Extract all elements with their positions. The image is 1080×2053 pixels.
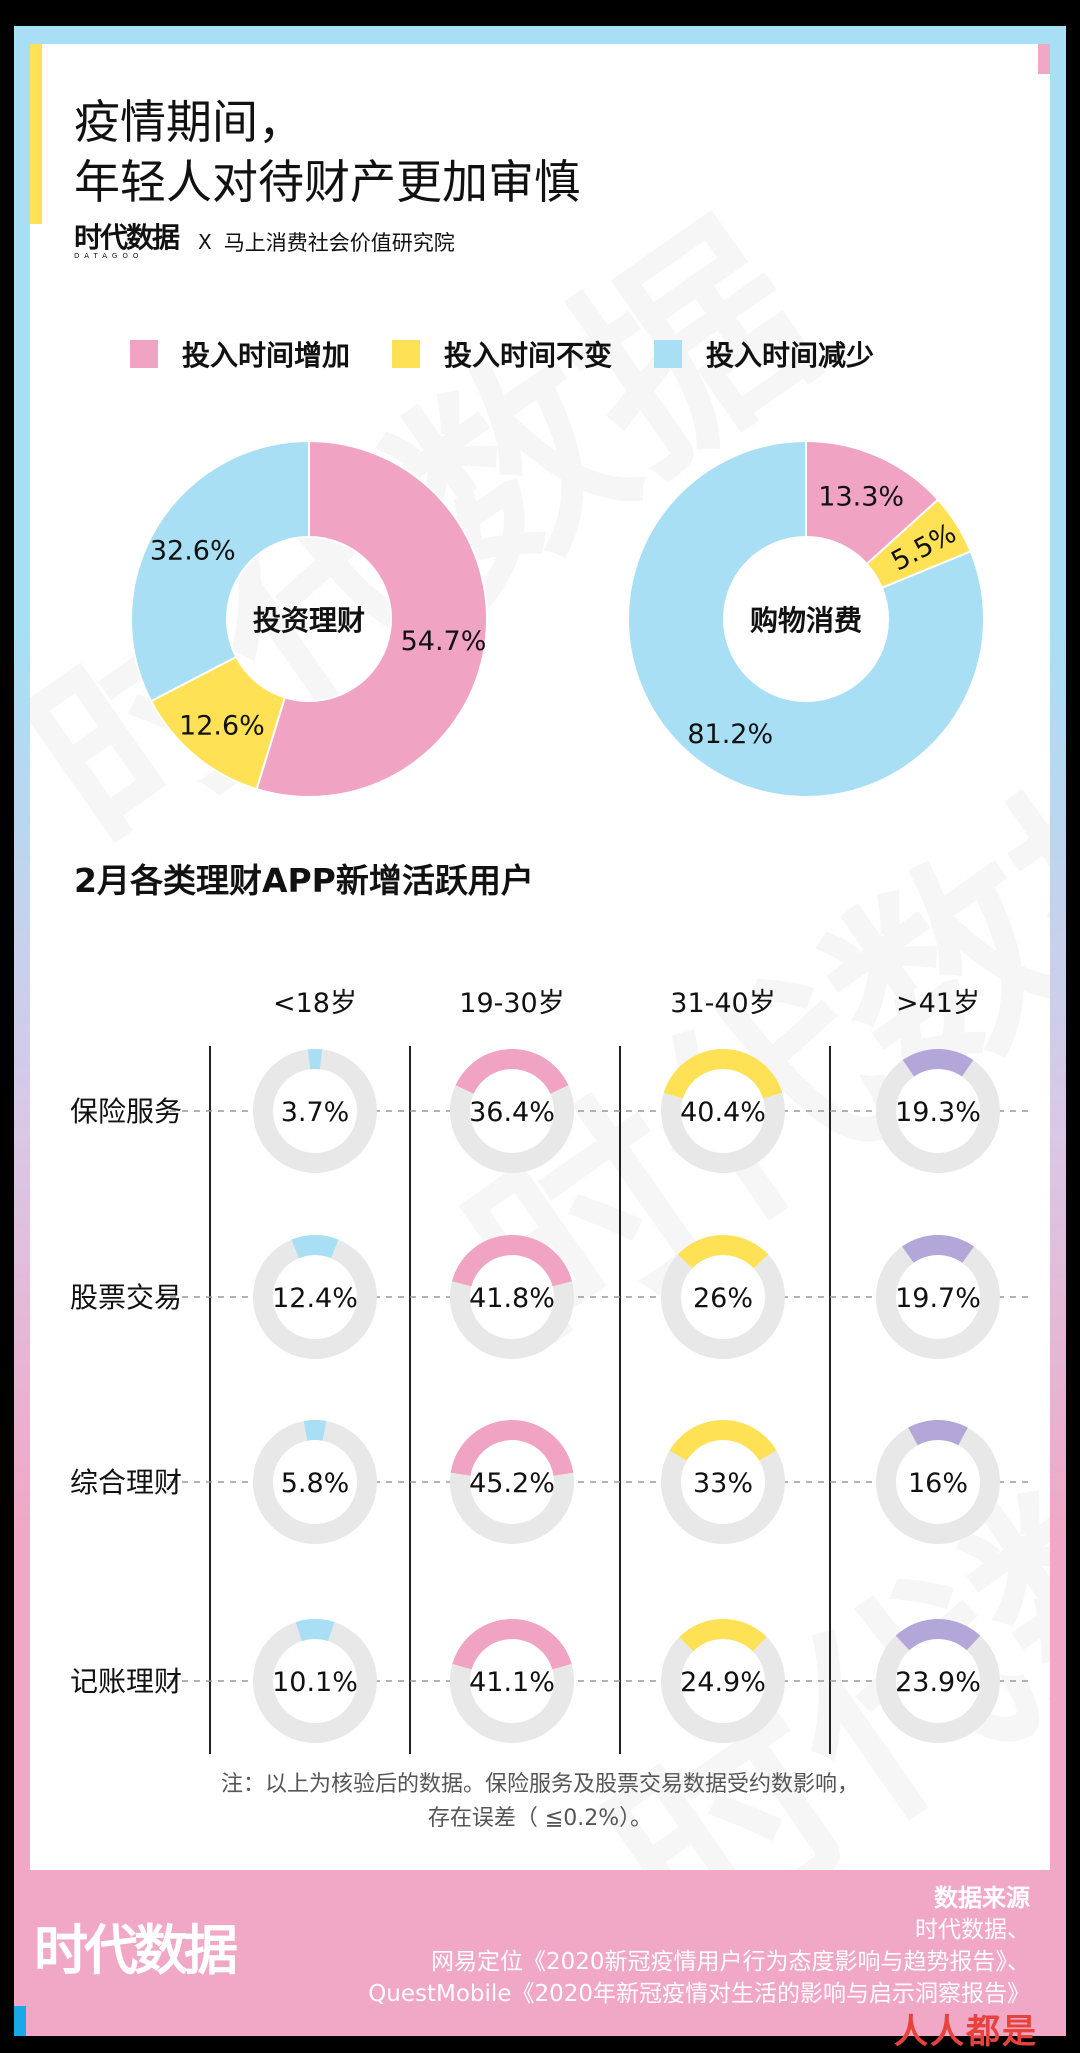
- brand-logo: 时代数据 DATAGOO: [74, 221, 180, 261]
- gauge-value: 33%: [693, 1468, 753, 1499]
- title-line-2: 年轻人对待财产更加审慎: [74, 155, 580, 209]
- footnote: 注：以上为核验后的数据。保险服务及股票交易数据受约数影响， 存在误差（ ≦0.2…: [30, 1768, 1050, 1836]
- brand-row: 时代数据 DATAGOO X 马上消费社会价值研究院: [74, 222, 455, 262]
- gauge-arc: [663, 1049, 783, 1099]
- brand-separator: X: [198, 230, 212, 254]
- donut-center-label: 投资理财: [253, 604, 365, 637]
- row-label: 综合理财: [70, 1466, 182, 1499]
- gauge-value: 10.1%: [272, 1667, 358, 1698]
- gauge-arc: [902, 1049, 974, 1077]
- gauge-arc: [450, 1420, 574, 1476]
- legend-item: 投入时间减少: [654, 334, 874, 374]
- gauge-value: 23.9%: [895, 1667, 981, 1698]
- gauge-value: 12.4%: [272, 1283, 358, 1314]
- gauge-arc: [307, 1049, 323, 1070]
- gauge-value: 41.8%: [469, 1283, 555, 1314]
- gauge-arc: [679, 1619, 767, 1652]
- gauge-value: 16%: [908, 1468, 968, 1499]
- slice-label: 12.6%: [179, 710, 265, 741]
- gauge-arc: [895, 1619, 981, 1651]
- grid-chart-title: 2月各类理财APP新增活跃用户: [74, 861, 534, 900]
- row-label: 记账理财: [70, 1665, 182, 1698]
- gauge-value: 24.9%: [680, 1667, 766, 1698]
- gauge-arc: [902, 1235, 974, 1263]
- column-header: <18岁: [273, 988, 357, 1019]
- legend-label: 投入时间增加: [182, 339, 351, 372]
- source-line: 时代数据、: [915, 1917, 1030, 1943]
- partner-name: 马上消费社会价值研究院: [223, 231, 455, 255]
- legend-swatch-unchanged: [392, 340, 421, 368]
- gauge-arc: [452, 1619, 572, 1670]
- gauge-arc: [669, 1420, 777, 1461]
- footer-logo: 时代数据: [34, 1919, 238, 1982]
- gauge-arc: [677, 1235, 769, 1269]
- gauge-value: 5.8%: [281, 1468, 350, 1499]
- page-title: 疫情期间， 年轻人对待财产更加审慎: [74, 92, 974, 212]
- source-line: QuestMobile《2020年新冠疫情对生活的影响与启示洞察报告》: [368, 1981, 1030, 2007]
- brand-logo-text: 时代数据: [74, 221, 180, 254]
- column-header: >41岁: [896, 988, 980, 1019]
- title-line-1: 疫情期间，: [74, 95, 304, 149]
- gauge-arc: [455, 1049, 569, 1094]
- brand-logo-subtext: DATAGOO: [74, 252, 144, 260]
- gauge-arc: [303, 1420, 327, 1441]
- slice-label: 13.3%: [818, 482, 904, 513]
- gauge-arc: [295, 1619, 335, 1642]
- slice-label: 54.7%: [401, 626, 487, 657]
- gauge-arc: [291, 1235, 339, 1259]
- legend-label: 投入时间不变: [444, 339, 613, 372]
- gauge-arc: [908, 1420, 968, 1446]
- legend-swatch-decrease: [654, 340, 683, 368]
- data-source: 数据来源 时代数据、 网易定位《2020新冠疫情用户行为态度影响与趋势报告》、 …: [368, 1882, 1030, 2010]
- row-label: 保险服务: [70, 1095, 182, 1128]
- donut-slice: [255, 439, 488, 798]
- footnote-line-1: 注：以上为核验后的数据。保险服务及股票交易数据受约数影响，: [220, 1772, 859, 1797]
- gauge-arc: [452, 1235, 572, 1287]
- legend-swatch-increase: [130, 340, 158, 368]
- page-frame: 时代数据 时代数据 时代数据 疫情期间， 年轻人对待财产更加审慎 时代数据 DA…: [14, 26, 1066, 2036]
- corner-watermark-logo: 人人都是: [894, 2012, 1038, 2052]
- slice-label: 32.6%: [150, 535, 236, 566]
- footnote-line-2: 存在误差（ ≦0.2%）。: [427, 1806, 653, 1831]
- gauge-value: 41.1%: [469, 1667, 555, 1698]
- slice-label: 81.2%: [687, 719, 773, 750]
- accent-stripe-bottom-left: [14, 2006, 26, 2036]
- legend-item: 投入时间增加: [130, 334, 350, 374]
- legend-item: 投入时间不变: [392, 334, 612, 374]
- source-title: 数据来源: [934, 1884, 1030, 1912]
- gauge-value: 40.4%: [680, 1097, 766, 1128]
- chart-legend: 投入时间增加 投入时间不变 投入时间减少: [130, 334, 916, 374]
- gauge-value: 26%: [693, 1283, 753, 1314]
- column-header: 19-30岁: [459, 988, 564, 1019]
- row-label: 股票交易: [70, 1281, 182, 1314]
- gauge-value: 19.7%: [895, 1283, 981, 1314]
- gauge-value: 36.4%: [469, 1097, 555, 1128]
- accent-stripe-left: [30, 44, 42, 224]
- gauge-value: 3.7%: [281, 1097, 350, 1128]
- gauge-value: 45.2%: [469, 1468, 555, 1499]
- column-header: 31-40岁: [670, 988, 775, 1019]
- source-line: 网易定位《2020新冠疫情用户行为态度影响与趋势报告》、: [430, 1949, 1030, 1975]
- donut-slice: [627, 439, 985, 798]
- accent-stripe-right: [1038, 44, 1050, 74]
- donut-slice: [130, 439, 310, 703]
- gauge-value: 19.3%: [895, 1097, 981, 1128]
- legend-label: 投入时间减少: [706, 339, 875, 372]
- infographic-card: 时代数据 时代数据 时代数据 疫情期间， 年轻人对待财产更加审慎 时代数据 DA…: [30, 44, 1050, 1870]
- donut-center-label: 购物消费: [750, 604, 862, 637]
